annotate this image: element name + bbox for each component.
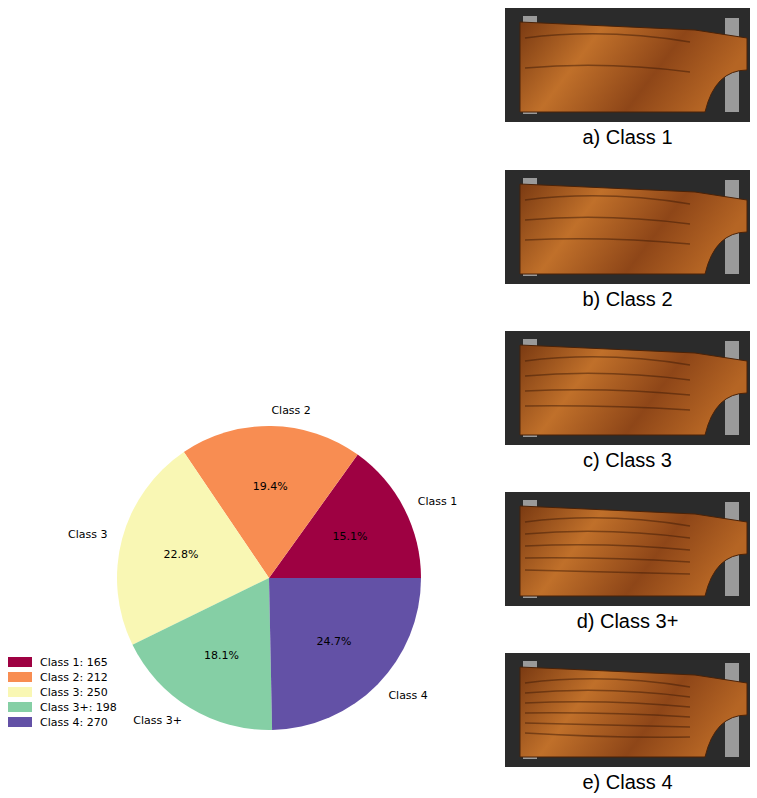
slice-label: Class 2 — [271, 404, 310, 417]
wood-grain — [525, 723, 690, 727]
data-label: 18.1% — [204, 649, 239, 662]
wood-grain — [525, 217, 690, 224]
legend-swatch — [8, 687, 32, 697]
legend-swatch — [8, 717, 32, 727]
photo-background — [505, 653, 750, 767]
legend-label: Class 2: 212 — [40, 671, 108, 684]
slice-label: Class 3 — [68, 528, 107, 541]
data-label: 22.8% — [163, 548, 198, 561]
data-label: 24.7% — [317, 635, 352, 648]
wood-grain — [525, 239, 690, 244]
gunstock — [520, 667, 747, 757]
data-label: 19.4% — [253, 480, 288, 493]
wood-grain — [525, 733, 690, 737]
wood-grain — [525, 531, 690, 538]
pie — [117, 426, 421, 730]
wood-grain — [525, 196, 690, 204]
gunstock — [520, 22, 747, 112]
photo-caption: e) Class 4 — [582, 771, 672, 793]
photo-panel: b) Class 2 — [505, 170, 750, 310]
pie-slice — [132, 578, 272, 730]
photo-caption: d) Class 3+ — [577, 610, 679, 632]
wood-grain — [525, 357, 690, 365]
wood-grain — [525, 545, 690, 550]
photo-caption: b) Class 2 — [582, 288, 672, 310]
photo-background — [505, 492, 750, 606]
wood-grain — [525, 690, 690, 697]
legend-swatch — [8, 702, 32, 712]
photo-background — [505, 170, 750, 284]
legend-label: Class 4: 270 — [40, 716, 108, 729]
gunstock — [520, 345, 747, 435]
photo-panel: c) Class 3 — [505, 331, 750, 471]
photo-panel: a) Class 1 — [505, 8, 750, 148]
legend-swatch — [8, 657, 32, 667]
photo-caption: c) Class 3 — [583, 449, 672, 471]
slice-label: Class 4 — [388, 689, 427, 702]
wood-grain — [525, 702, 690, 707]
wood-grain — [525, 406, 690, 410]
slice-label: Class 3+ — [133, 714, 182, 727]
wood-grain — [525, 570, 690, 574]
wood-grain — [525, 518, 690, 526]
wood-grain — [525, 713, 690, 717]
legend: Class 1: 165 Class 2: 212 Class 3: 250 Clas… — [8, 656, 117, 729]
wood-grain — [525, 679, 690, 687]
photo-panel: d) Class 3+ — [505, 492, 750, 632]
wood-grain — [525, 390, 690, 395]
data-label: 15.1% — [333, 530, 368, 543]
wood-grain — [525, 65, 690, 72]
photo-background — [505, 8, 750, 122]
wood-grain — [525, 558, 690, 562]
slice-label: Class 1 — [418, 495, 457, 508]
photo-panel: e) Class 4 — [505, 653, 750, 793]
legend-label: Class 3: 250 — [40, 686, 108, 699]
legend-label: Class 3+: 198 — [40, 701, 117, 714]
wood-grain — [525, 373, 690, 380]
legend-swatch — [8, 672, 32, 682]
legend-label: Class 1: 165 — [40, 656, 108, 669]
gunstock — [520, 184, 747, 274]
photo-caption: a) Class 1 — [582, 126, 672, 148]
gunstock — [520, 506, 747, 596]
photo-background — [505, 331, 750, 445]
wood-grain — [525, 34, 690, 42]
pie-slice — [269, 578, 421, 730]
